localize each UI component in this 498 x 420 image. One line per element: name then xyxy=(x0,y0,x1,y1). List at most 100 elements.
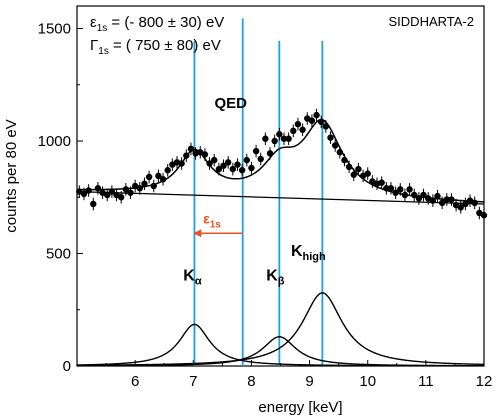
peak-label: Kα xyxy=(183,268,202,288)
peak-curve xyxy=(76,336,484,367)
data-points xyxy=(76,108,488,222)
data-point xyxy=(345,163,353,171)
data-point xyxy=(448,196,455,203)
data-point xyxy=(145,173,153,181)
x-tick-label: 10 xyxy=(359,373,376,390)
data-point xyxy=(438,199,446,207)
data-point xyxy=(299,126,306,133)
data-point xyxy=(397,186,404,193)
data-point xyxy=(164,167,171,174)
peak-label: Kβ xyxy=(266,268,285,288)
data-point xyxy=(383,185,390,192)
data-point xyxy=(318,118,325,126)
data-point xyxy=(183,152,190,159)
data-point xyxy=(420,191,427,199)
data-point xyxy=(285,135,292,142)
data-point xyxy=(252,147,260,155)
data-point xyxy=(313,111,320,119)
data-point xyxy=(276,131,283,138)
x-tick-label: 11 xyxy=(418,373,434,390)
peak-curve xyxy=(76,323,484,367)
qed-label: QED xyxy=(214,95,247,112)
x-tick-label: 9 xyxy=(305,373,313,390)
experiment-label: SIDDHARTA-2 xyxy=(389,14,474,29)
peak-curve xyxy=(77,292,485,366)
data-point xyxy=(80,190,88,198)
data-point xyxy=(290,127,297,135)
data-point xyxy=(331,142,339,149)
data-point xyxy=(159,176,167,183)
x-tick-label: 8 xyxy=(247,373,255,390)
data-point xyxy=(401,191,409,199)
data-point xyxy=(434,192,441,200)
y-axis-title: counts per 80 eV xyxy=(3,119,20,232)
data-point xyxy=(238,167,246,174)
data-point xyxy=(90,200,97,208)
data-point xyxy=(411,191,418,199)
data-point xyxy=(136,185,143,192)
data-point xyxy=(336,149,344,156)
data-point xyxy=(122,186,130,193)
x-tick-label: 6 xyxy=(131,373,139,390)
data-point xyxy=(457,204,464,211)
vertical-reference-lines xyxy=(193,18,324,366)
background-line xyxy=(76,190,485,205)
data-point xyxy=(248,164,255,172)
data-point xyxy=(215,165,223,173)
data-point xyxy=(211,156,218,164)
data-point xyxy=(271,137,278,145)
y-tick-label: 1000 xyxy=(38,133,71,150)
data-point xyxy=(224,159,232,166)
data-point xyxy=(220,162,227,169)
data-point xyxy=(201,151,209,158)
y-tick-label: 500 xyxy=(46,246,71,263)
data-point xyxy=(187,145,195,153)
data-point xyxy=(406,186,413,193)
data-point xyxy=(355,165,362,173)
data-point xyxy=(155,172,162,180)
data-point xyxy=(341,156,348,164)
data-point xyxy=(443,196,450,203)
data-point xyxy=(429,197,437,204)
data-point xyxy=(294,120,302,128)
data-point xyxy=(350,171,357,178)
data-point xyxy=(104,191,111,199)
shift-arrow-label: ε1s xyxy=(203,210,221,230)
x-tick-label: 12 xyxy=(476,373,493,390)
data-point xyxy=(387,185,395,192)
data-point xyxy=(206,160,213,167)
data-point xyxy=(150,182,157,190)
axes: 6 7 8 9 10 11 12 0 500 1000 1500 energy [keV] counts… xyxy=(3,5,493,416)
data-point xyxy=(378,179,385,186)
data-point xyxy=(471,199,478,207)
data-point xyxy=(462,200,469,208)
data-point xyxy=(141,180,148,187)
data-point xyxy=(262,135,269,142)
y-tick-label: 1500 xyxy=(38,21,71,38)
data-point xyxy=(108,188,116,195)
data-point xyxy=(322,123,330,130)
data-point xyxy=(364,170,371,177)
annotations: ε1s = (- 800 ± 30) eV Γ1s = ( 750 ± 80) e… xyxy=(90,14,474,288)
shift-result-text: ε1s = (- 800 ± 30) eV xyxy=(90,14,224,34)
data-point xyxy=(127,189,134,196)
data-point xyxy=(308,117,316,124)
data-point xyxy=(257,155,264,163)
x-tick-label: 7 xyxy=(189,373,197,390)
data-point xyxy=(415,195,423,202)
data-point xyxy=(280,135,288,142)
data-point xyxy=(480,212,488,219)
data-point xyxy=(85,187,92,194)
x-axis-title: energy [keV] xyxy=(258,399,342,416)
data-point xyxy=(392,189,399,196)
data-point xyxy=(243,156,250,164)
shift-arrow-head xyxy=(193,229,202,238)
data-point xyxy=(94,185,102,192)
peak-label: Khigh xyxy=(291,243,326,263)
data-point xyxy=(229,165,237,173)
fit-curves xyxy=(76,118,485,367)
data-point xyxy=(327,134,334,141)
width-result-text: Γ1s = ( 750 ± 80) eV xyxy=(90,37,221,57)
y-tick-label: 0 xyxy=(63,358,71,375)
